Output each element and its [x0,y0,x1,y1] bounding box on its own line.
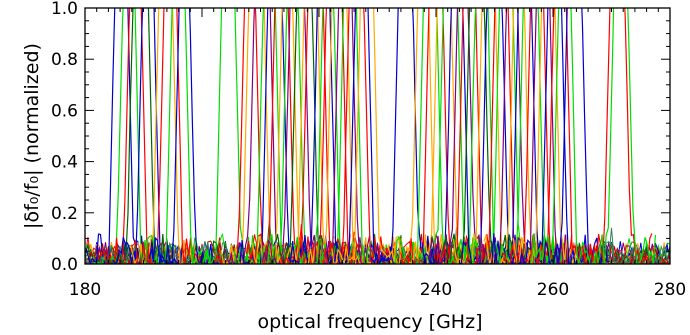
peak-trace [331,8,403,264]
peak-trace [585,8,656,264]
x-tick-label: 280 [654,280,686,300]
peak-trace [400,8,472,264]
y-tick-label: 0.8 [51,50,78,70]
peak-trace [495,8,566,264]
peak-trace [275,8,346,264]
peak-trace [303,8,375,264]
peak-trace [192,8,264,264]
peak-trace [326,8,397,264]
ticks [84,7,671,265]
x-axis-title: optical frequency [GHz] [258,311,483,333]
x-tick-label: 260 [537,280,569,300]
peak-trace [320,8,392,264]
peak-trace [408,8,480,264]
plot-frame [84,7,671,265]
peak-trace [298,8,370,264]
peak-trace [226,8,298,264]
x-tick-label: 220 [303,280,335,300]
peak-trace [148,8,220,264]
peak-trace [134,8,206,264]
y-axis-title: |δf₀/f₀| (normalized) [21,43,43,229]
peak-trace [288,8,359,264]
peak-trace [501,8,573,264]
y-tick-label: 0.0 [51,255,78,275]
y-tick-label: 0.4 [51,153,78,173]
peak-trace [581,8,653,264]
x-tick-label: 180 [69,280,101,300]
peak-trace [85,8,156,264]
y-tick-label: 0.2 [51,204,78,224]
peak-trace [459,8,530,264]
traces [85,8,670,264]
x-tick-label: 240 [420,280,452,300]
peak-trace [512,8,583,264]
x-tick-labels: 180 200 220 240 260 280 [69,280,686,300]
y-tick-label: 0.6 [51,101,78,121]
x-tick-label: 200 [186,280,218,300]
peak-trace [370,8,441,264]
y-tick-labels: 0.0 0.2 0.4 0.6 0.8 1.0 [51,0,78,275]
peak-trace [394,8,466,264]
peak-trace [489,8,560,264]
peak-trace [105,8,176,264]
y-tick-label: 1.0 [51,0,78,19]
